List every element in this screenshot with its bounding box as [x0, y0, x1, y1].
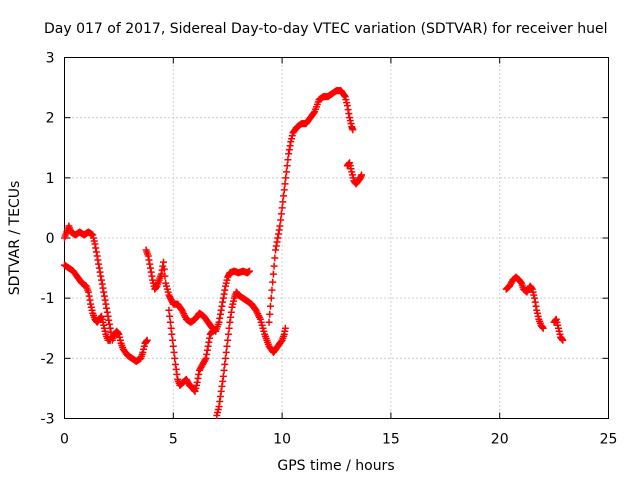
data-point-marker [171, 354, 179, 362]
data-point-marker [168, 330, 176, 338]
y-tick-label: 1 [46, 171, 55, 187]
data-point-marker [222, 348, 230, 356]
data-point-marker [165, 306, 173, 314]
y-tick-label: 0 [46, 231, 55, 247]
x-tick-label: 10 [273, 432, 291, 448]
data-point-marker [281, 324, 289, 332]
y-axis-label: SDTVAR / TECUs [7, 181, 23, 296]
data-point-marker [349, 126, 357, 134]
data-point-marker [277, 216, 285, 224]
data-point-marker [166, 318, 174, 326]
x-tick-label: 20 [491, 432, 509, 448]
x-tick-label: 5 [169, 432, 178, 448]
y-tick-label: 2 [46, 111, 55, 127]
data-point-marker [265, 318, 273, 326]
data-point-marker [170, 348, 178, 356]
data-point-marker [276, 222, 284, 230]
data-point-marker [278, 204, 286, 212]
data-point-marker [245, 267, 253, 275]
x-tick-label: 25 [600, 432, 618, 448]
data-point-marker [539, 324, 547, 332]
data-point-marker [269, 270, 277, 278]
data-points [61, 87, 567, 419]
data-point-marker [106, 336, 114, 344]
data-point-marker [169, 342, 177, 350]
data-point-marker [279, 198, 287, 206]
data-point-marker [208, 327, 216, 335]
y-tick-label: -2 [41, 351, 55, 367]
data-point-marker [280, 192, 288, 200]
data-point-marker [160, 258, 168, 266]
data-point-marker [225, 324, 233, 332]
data-point-marker [280, 186, 288, 194]
data-point-marker [223, 342, 231, 350]
x-tick-label: 15 [382, 432, 400, 448]
data-point-marker [161, 272, 169, 280]
x-axis-label: GPS time / hours [277, 458, 394, 474]
data-point-marker [221, 360, 229, 368]
y-tick-label: 3 [46, 51, 55, 67]
data-point-marker [270, 262, 278, 270]
data-point-marker [167, 324, 175, 332]
y-tick-label: -1 [41, 291, 55, 307]
data-point-marker [282, 174, 290, 182]
data-point-marker [284, 156, 292, 164]
data-point-marker [224, 330, 232, 338]
data-point-marker [219, 372, 227, 380]
data-point-marker [559, 336, 567, 344]
data-point-marker [224, 336, 232, 344]
data-point-marker [220, 366, 228, 374]
data-point-marker [282, 168, 290, 176]
data-point-marker [269, 278, 277, 286]
data-point-marker [358, 171, 366, 179]
data-point-marker [222, 354, 230, 362]
data-point-marker [266, 310, 274, 318]
chart-title: Day 017 of 2017, Sidereal Day-to-day VTE… [44, 21, 607, 37]
data-point-marker [266, 302, 274, 310]
data-point-marker [267, 294, 275, 302]
x-tick-label: 0 [60, 432, 69, 448]
grid-lines [64, 57, 609, 419]
data-point-marker [281, 180, 289, 188]
data-point-marker [268, 286, 276, 294]
data-point-marker [283, 162, 291, 170]
axis-ticks: 0 5 10 15 20 25 -3 -2 -1 0 1 2 3 [41, 51, 618, 448]
data-point-marker [310, 109, 318, 117]
data-point-marker [201, 356, 209, 364]
data-point-marker [166, 312, 174, 320]
data-point-marker [277, 210, 285, 218]
y-tick-label: -3 [41, 412, 55, 428]
data-point-marker [169, 336, 177, 344]
data-point-marker [143, 336, 151, 344]
data-point-marker [271, 254, 279, 262]
data-point-marker [160, 265, 168, 273]
